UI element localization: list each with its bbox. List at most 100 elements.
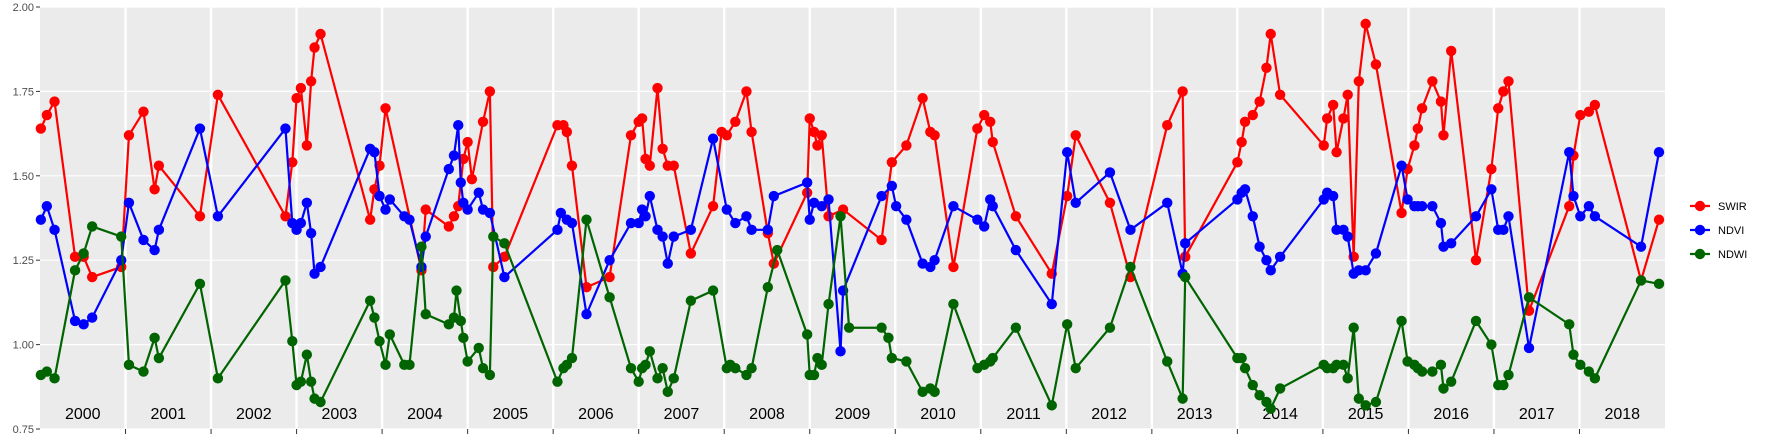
- data-point: [890, 200, 902, 212]
- data-point: [1177, 86, 1188, 97]
- data-point: [1583, 200, 1595, 212]
- data-point: [1239, 116, 1251, 127]
- data-point: [194, 123, 206, 134]
- data-point: [561, 126, 573, 138]
- data-point: [721, 130, 732, 141]
- data-point: [1653, 146, 1665, 158]
- data-point: [768, 190, 780, 202]
- data-point: [1321, 113, 1333, 124]
- data-point: [746, 224, 757, 236]
- data-point: [443, 221, 455, 232]
- data-point: [488, 231, 499, 242]
- data-point: [380, 204, 391, 215]
- data-point: [1470, 315, 1482, 327]
- data-point: [581, 214, 592, 225]
- data-point: [929, 386, 940, 398]
- data-point: [566, 217, 578, 229]
- data-point: [804, 214, 815, 225]
- data-point: [86, 221, 98, 232]
- data-point: [662, 258, 673, 269]
- data-point: [305, 76, 317, 87]
- data-point: [804, 113, 815, 124]
- data-point: [1370, 396, 1382, 408]
- data-point: [499, 251, 510, 263]
- year-label: 2012: [1091, 406, 1127, 423]
- data-point: [1575, 211, 1586, 222]
- data-point: [1254, 390, 1265, 401]
- data-point: [295, 82, 307, 94]
- data-point: [1061, 319, 1073, 330]
- data-point: [1589, 99, 1601, 111]
- data-point: [823, 298, 834, 310]
- data-point: [305, 227, 317, 239]
- data-point: [1438, 130, 1449, 141]
- data-point: [1568, 190, 1579, 202]
- data-point: [499, 238, 510, 249]
- data-point: [1564, 200, 1575, 212]
- data-point: [477, 363, 489, 374]
- data-point: [280, 275, 291, 286]
- data-point: [741, 86, 752, 97]
- data-point: [287, 336, 298, 347]
- data-point: [301, 349, 313, 360]
- year-label: 2015: [1348, 406, 1384, 423]
- data-point: [1236, 136, 1247, 148]
- data-point: [116, 231, 127, 242]
- data-point: [823, 194, 834, 205]
- data-point: [1239, 184, 1251, 195]
- data-point: [816, 359, 827, 371]
- data-point: [1327, 99, 1339, 111]
- data-point: [657, 143, 668, 154]
- data-point: [1179, 238, 1191, 249]
- data-point: [1416, 200, 1428, 212]
- data-point: [116, 255, 127, 266]
- data-point: [762, 224, 774, 236]
- data-point: [644, 160, 656, 171]
- data-point: [194, 278, 206, 290]
- year-label: 2002: [236, 406, 272, 423]
- year-label: 2003: [322, 406, 358, 423]
- data-point: [917, 92, 928, 104]
- data-point: [1010, 322, 1022, 333]
- data-point: [1370, 248, 1382, 259]
- data-point: [194, 211, 206, 222]
- data-point: [1402, 194, 1413, 205]
- data-point: [972, 123, 983, 134]
- data-point: [473, 342, 484, 354]
- year-label: 2018: [1604, 406, 1640, 423]
- data-point: [1125, 261, 1136, 273]
- year-label: 2005: [493, 406, 529, 423]
- data-point: [35, 214, 47, 225]
- data-point: [453, 119, 464, 131]
- data-point: [984, 116, 996, 127]
- data-point: [1360, 265, 1371, 276]
- data-point: [448, 211, 460, 222]
- year-label: 2017: [1519, 406, 1555, 423]
- year-label: 2000: [65, 406, 101, 423]
- y-tick-label: 1.50: [13, 171, 34, 183]
- data-point: [86, 312, 98, 323]
- data-point: [1427, 366, 1438, 377]
- data-point: [1353, 76, 1365, 87]
- year-label: 2011: [1006, 406, 1041, 423]
- data-point: [473, 187, 484, 198]
- data-point: [499, 271, 510, 283]
- y-tick-label: 1.75: [13, 86, 34, 98]
- data-point: [35, 123, 47, 134]
- data-point: [948, 298, 959, 310]
- data-point: [315, 28, 326, 40]
- data-point: [816, 130, 827, 141]
- data-point: [886, 180, 898, 192]
- data-point: [730, 217, 741, 229]
- data-point: [636, 113, 648, 124]
- data-point: [581, 309, 592, 320]
- data-point: [1583, 106, 1595, 117]
- data-point: [1232, 157, 1243, 168]
- data-point: [1470, 255, 1482, 266]
- data-point: [295, 217, 307, 229]
- data-point: [1162, 119, 1173, 131]
- data-point: [86, 271, 98, 283]
- data-point: [1318, 140, 1329, 151]
